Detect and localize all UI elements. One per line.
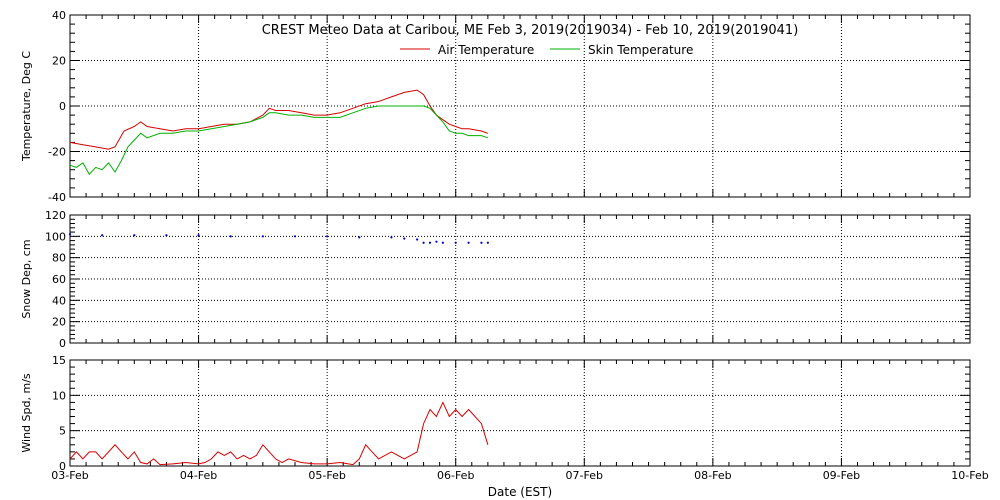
x-tick-label: 09-Feb (823, 469, 860, 482)
y-axis-label: Temperature, Deg C (20, 51, 33, 162)
x-tick-label: 03-Feb (51, 469, 88, 482)
y-tick-label: 0 (59, 100, 66, 113)
data-point-snow_depth (197, 234, 200, 237)
y-tick-label: 120 (45, 209, 66, 222)
legend-label: Air Temperature (438, 43, 534, 57)
y-axis-label: Snow Dep, cm (20, 239, 33, 318)
data-point-snow_depth (390, 236, 393, 239)
data-point-snow_depth (403, 237, 406, 240)
data-point-snow_depth (435, 240, 438, 243)
data-point-snow_depth (416, 238, 419, 241)
y-tick-label: 0 (59, 460, 66, 473)
data-point-snow_depth (261, 235, 264, 238)
y-tick-label: -40 (48, 191, 66, 204)
data-point-snow_depth (165, 234, 168, 237)
series-line-skin-temperature (69, 105, 489, 176)
x-axis-label: Date (EST) (488, 485, 552, 499)
x-tick-label: 08-Feb (694, 469, 731, 482)
y-axis-label: Wind Spd, m/s (20, 373, 33, 453)
data-point-snow_depth (480, 241, 483, 244)
legend-label: Skin Temperature (588, 43, 693, 57)
data-point-snow_depth (428, 241, 432, 244)
x-tick-label: 10-Feb (951, 469, 988, 482)
chart-title: CREST Meteo Data at Caribou, ME Feb 3, 2… (262, 23, 799, 38)
y-tick-label: 80 (52, 252, 66, 265)
x-tick-label: 07-Feb (566, 469, 603, 482)
y-tick-label: 100 (45, 230, 66, 243)
data-point-snow_depth (229, 235, 232, 238)
data-point-snow_depth (422, 241, 425, 244)
y-tick-label: 5 (59, 425, 66, 438)
plot-frame-wind_speed (69, 359, 971, 467)
series-line-air-temperature (69, 89, 489, 150)
data-point-snow_depth (358, 236, 361, 239)
y-tick-label: 60 (52, 273, 66, 286)
data-point-snow_depth (68, 233, 72, 236)
y-tick-label: 40 (52, 9, 66, 22)
y-tick-label: 20 (52, 316, 66, 329)
y-tick-label: 15 (52, 354, 66, 367)
y-tick-label: 40 (52, 294, 66, 307)
data-point-snow_depth (486, 241, 489, 244)
data-point-snow_depth (326, 235, 329, 238)
series-line-wind_speed (69, 401, 489, 466)
x-tick-label: 06-Feb (437, 469, 474, 482)
x-tick-label: 04-Feb (180, 469, 217, 482)
y-tick-label: 0 (59, 337, 66, 350)
y-tick-label: 20 (52, 55, 66, 68)
data-point-snow_depth (133, 234, 136, 237)
y-tick-label: -20 (48, 146, 66, 159)
data-point-snow_depth (293, 235, 297, 238)
x-tick-label: 05-Feb (308, 469, 345, 482)
data-point-snow_depth (454, 241, 457, 244)
y-tick-label: 10 (52, 389, 66, 402)
data-point-snow_depth (101, 234, 104, 237)
data-point-snow_depth (467, 241, 470, 244)
data-point-snow_depth (441, 241, 444, 244)
